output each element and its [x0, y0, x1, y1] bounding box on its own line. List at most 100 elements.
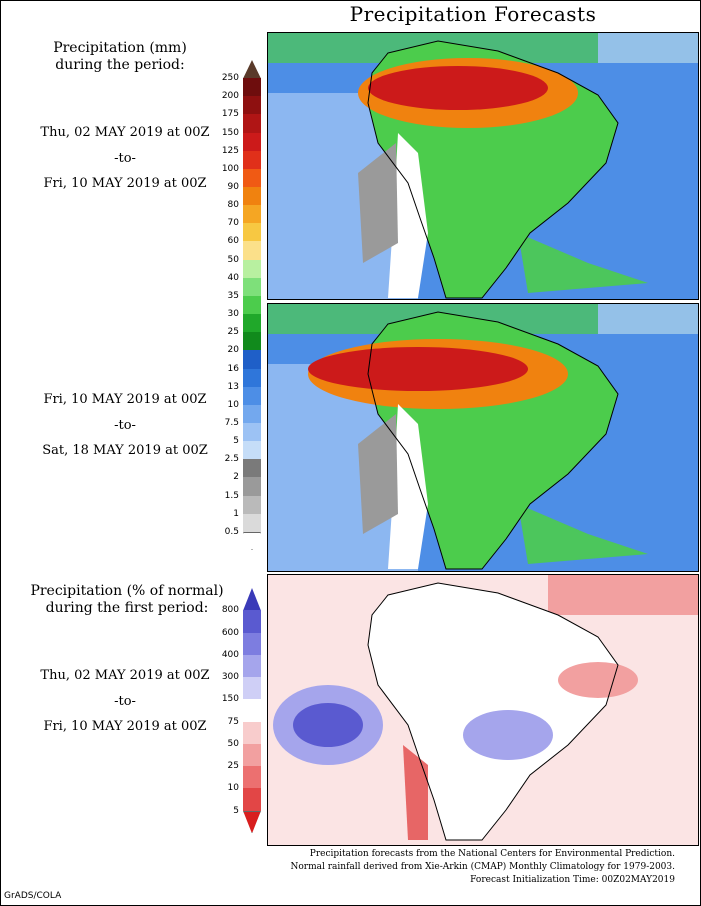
atlantic-light — [598, 33, 698, 63]
colorbar-segment — [243, 404, 261, 424]
colorbar-tick-label: 2 — [233, 472, 239, 483]
colorbar-segment — [243, 513, 261, 533]
period2-to: -to- — [114, 418, 136, 433]
colorbar-segment — [243, 205, 261, 224]
footer-notes: Precipitation forecasts from the Nationa… — [291, 848, 676, 887]
colorbar-tick-label: 2.5 — [224, 454, 239, 465]
colorbar-segment — [243, 277, 261, 297]
colorbar-segment — [243, 259, 261, 279]
andes-dry-zone — [388, 404, 428, 569]
colorbar-tick-label: 150 — [221, 127, 239, 138]
colorbar-tick-label: 125 — [221, 145, 239, 156]
colorbar-tick-label: 60 — [227, 236, 239, 247]
map-period1-graphic — [268, 33, 698, 299]
pct-heading-line2: during the first period: — [45, 600, 209, 616]
colorbar-tick-label: 5 — [233, 805, 239, 816]
map-period1 — [267, 32, 699, 300]
colorbar-tick-label: 75 — [227, 716, 239, 727]
colorbar-tick-label: 40 — [227, 272, 239, 283]
colorbar-tick-label: 1.5 — [224, 490, 239, 501]
colorbar-tick-label: 400 — [221, 649, 239, 660]
colorbar-tick-label: 5 — [233, 436, 239, 447]
map-period2 — [267, 303, 699, 572]
colorbar-segment — [243, 187, 261, 206]
colorbar-segment — [243, 132, 261, 152]
colorbar-segment — [243, 743, 261, 767]
colorbar-mm: 250 200 175 150 125 100 90 80 70 60 50 40 35 30 25 20 16… — [222, 60, 263, 551]
map-percent-graphic — [268, 575, 698, 845]
colorbar-segment — [243, 588, 261, 611]
colorbar-segment — [243, 332, 261, 351]
period1-start: Thu, 02 MAY 2019 at 00Z — [40, 125, 210, 140]
colorbar-tick-label: 50 — [227, 738, 239, 749]
colorbar-segment — [243, 810, 261, 834]
colorbar-tick-label: 150 — [221, 694, 239, 705]
colorbar-segment — [243, 422, 261, 442]
heavy-rain-red — [368, 66, 548, 110]
pct-period-labels: Thu, 02 MAY 2019 at 00Z -to- Fri, 10 MAY… — [20, 668, 230, 738]
colorbar-segment — [243, 295, 261, 315]
map-period2-graphic — [268, 304, 698, 571]
period2-labels: Fri, 10 MAY 2019 at 00Z -to- Sat, 18 MAY… — [20, 392, 230, 462]
pct-continent-outline — [367, 582, 619, 841]
heading-line2: during the period: — [55, 57, 185, 73]
colorbar-segment — [243, 114, 261, 134]
colorbar-tick-label: 300 — [221, 672, 239, 683]
colorbar-tick-label: 70 — [227, 218, 239, 229]
colorbar-segment — [243, 241, 261, 261]
continent-outline — [367, 311, 619, 570]
colorbar-segment — [243, 168, 261, 188]
south-atlantic-band — [518, 504, 648, 564]
colorbar-segment — [243, 441, 261, 460]
andes-dry-zone — [388, 133, 428, 298]
period1-labels: Thu, 02 MAY 2019 at 00Z -to- Fri, 10 MAY… — [20, 125, 230, 195]
colorbar-segment — [243, 495, 261, 515]
colorbar-segment — [243, 150, 261, 170]
colorbar-tick-label: 10 — [227, 783, 239, 794]
pct-heading-line1: Precipitation (% of normal) — [30, 583, 224, 599]
page-title: Precipitation Forecasts — [349, 2, 597, 26]
colorbar-pct: 800 600 400 300 150 75 50 25 10 5 — [222, 588, 263, 834]
colorbar-segment — [243, 78, 261, 97]
continent-outline — [367, 40, 619, 299]
precip-mm-heading: Precipitation (mm) during the period: — [30, 40, 210, 74]
pct-brazil-dry — [558, 662, 638, 698]
pacific-gray-zone — [358, 143, 398, 263]
colorbar-segment — [243, 610, 261, 634]
colorbar-tick-label: 0.5 — [224, 526, 239, 537]
colorbar-segment — [243, 699, 261, 723]
colorbar-segment — [243, 368, 261, 388]
colorbar-segment — [243, 766, 261, 789]
colorbar-segment — [243, 721, 261, 745]
colorbar-tick-label: 30 — [227, 309, 239, 320]
colorbar-tick-label: 10 — [227, 399, 239, 410]
colorbar-tick-label: 175 — [221, 109, 239, 120]
pct-interior-wet — [463, 710, 553, 760]
colorbar-tick-label: 250 — [221, 73, 239, 84]
pct-pacific-core — [293, 703, 363, 747]
colorbar-tick-label: 200 — [221, 91, 239, 102]
colorbar-segment — [243, 677, 261, 700]
colorbar-tick-label: 100 — [221, 163, 239, 174]
colorbar-segment — [243, 314, 261, 333]
colorbar-segment — [243, 386, 261, 406]
colorbar-segment — [243, 477, 261, 497]
colorbar-tick-label: 25 — [227, 761, 239, 772]
colorbar-tick-label: 80 — [227, 200, 239, 211]
colorbar-segment — [243, 654, 261, 678]
colorbar-tick-label: 25 — [227, 327, 239, 338]
colorbar-tick-label: 16 — [227, 363, 239, 374]
atlantic-light — [598, 304, 698, 334]
pct-period-to: -to- — [114, 694, 136, 709]
precip-pct-heading: Precipitation (% of normal) during the f… — [22, 583, 232, 617]
colorbar-segment — [243, 350, 261, 369]
colorbar-tick-label: 7.5 — [224, 417, 239, 428]
colorbar-tick-label: 50 — [227, 254, 239, 265]
pct-chile-dry — [403, 745, 428, 840]
colorbar-segment — [243, 60, 261, 79]
period2-end: Sat, 18 MAY 2019 at 00Z — [42, 443, 208, 458]
footer-line3: Forecast Initialization Time: 00Z02MAY20… — [470, 875, 675, 885]
colorbar-tick-label: 90 — [227, 182, 239, 193]
map-percent-normal — [267, 574, 699, 846]
grads-credit: GrADS/COLA — [4, 891, 62, 901]
